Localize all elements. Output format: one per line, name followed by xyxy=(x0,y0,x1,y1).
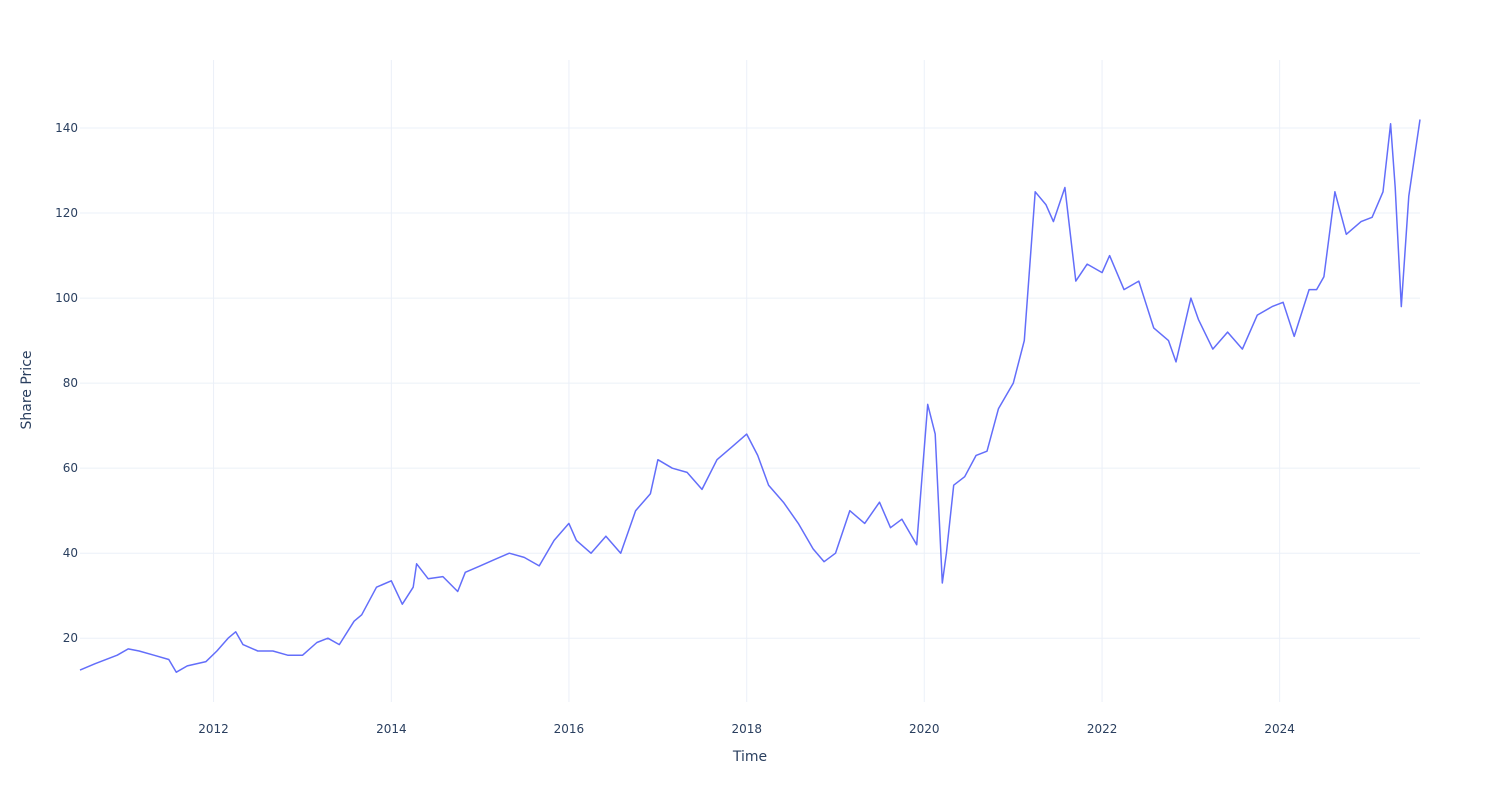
x-tick-label: 2024 xyxy=(1264,722,1295,736)
price-series-line xyxy=(79,119,1421,673)
x-tick-label: 2018 xyxy=(731,722,762,736)
y-tick-label: 40 xyxy=(63,546,78,560)
x-tick-label: 2020 xyxy=(909,722,940,736)
x-tick-label: 2016 xyxy=(554,722,585,736)
y-axis-title: Share Price xyxy=(19,350,35,429)
x-tick-label: 2022 xyxy=(1087,722,1118,736)
y-tick-label: 100 xyxy=(55,291,78,305)
y-axis-ticks: 20 40 60 80 100 120 140 xyxy=(55,121,78,645)
y-tick-label: 80 xyxy=(63,376,78,390)
y-tick-label: 140 xyxy=(55,121,78,135)
grid xyxy=(80,60,1420,702)
x-tick-label: 2012 xyxy=(198,722,229,736)
y-tick-label: 120 xyxy=(55,206,78,220)
x-axis-ticks: 2012 2014 2016 2018 2020 2022 2024 xyxy=(198,722,1295,736)
y-tick-label: 60 xyxy=(63,461,78,475)
x-axis-title: Time xyxy=(732,749,767,765)
x-tick-label: 2014 xyxy=(376,722,407,736)
y-tick-label: 20 xyxy=(63,631,78,645)
